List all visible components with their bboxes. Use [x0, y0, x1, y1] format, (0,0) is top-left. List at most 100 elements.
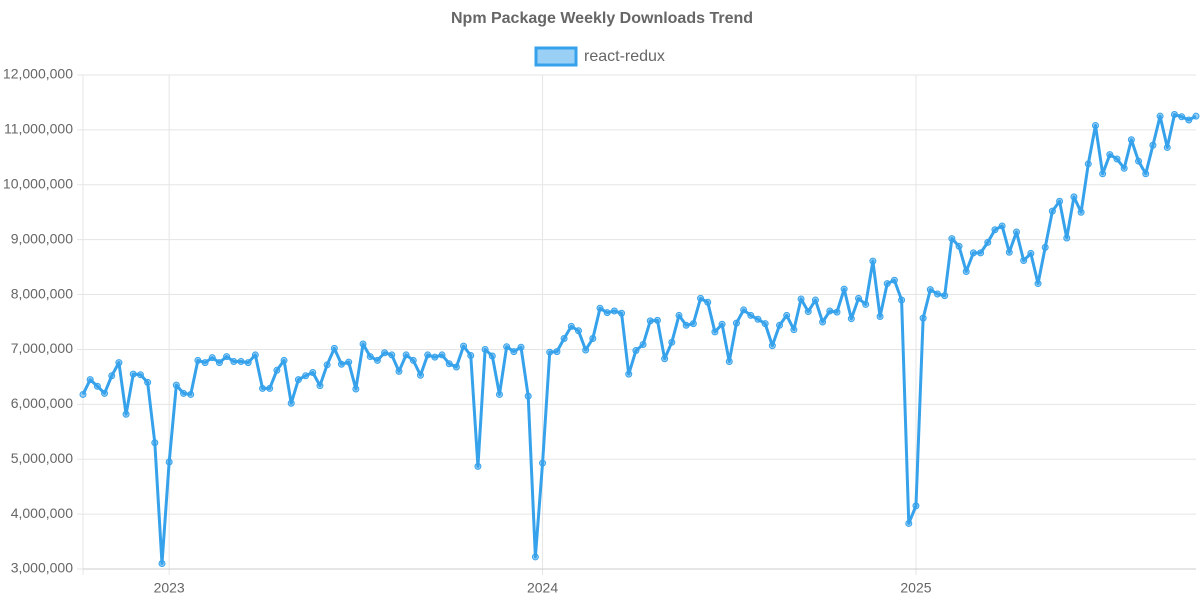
- point: [653, 316, 661, 324]
- point: [503, 343, 511, 351]
- y-tick-label: 8,000,000: [11, 285, 73, 301]
- point: [1020, 257, 1028, 265]
- point: [409, 356, 417, 364]
- point: [689, 320, 697, 328]
- point: [488, 352, 496, 360]
- point: [740, 306, 748, 314]
- point: [86, 376, 94, 384]
- point: [596, 304, 604, 312]
- point: [1063, 234, 1071, 242]
- point: [194, 356, 202, 364]
- point: [352, 385, 360, 393]
- point: [582, 346, 590, 354]
- y-tick-label: 7,000,000: [11, 340, 73, 356]
- point: [338, 360, 346, 368]
- point: [869, 257, 877, 265]
- point: [115, 359, 123, 367]
- point: [1149, 141, 1157, 149]
- point: [495, 390, 503, 398]
- point: [467, 351, 475, 359]
- point: [280, 356, 288, 364]
- point: [682, 321, 690, 329]
- point: [1163, 143, 1171, 151]
- y-tick-label: 5,000,000: [11, 450, 73, 466]
- legend-swatch: [534, 46, 578, 67]
- point: [819, 318, 827, 326]
- x-tick-label: 2023: [154, 580, 185, 596]
- point: [883, 280, 891, 288]
- point: [273, 366, 281, 374]
- point: [201, 359, 209, 367]
- point: [510, 348, 518, 356]
- point: [704, 298, 712, 306]
- point: [244, 359, 252, 367]
- point: [761, 320, 769, 328]
- point: [876, 313, 884, 321]
- point: [108, 372, 116, 380]
- point: [531, 553, 539, 561]
- point: [208, 354, 216, 362]
- point: [661, 355, 669, 363]
- point: [237, 358, 245, 366]
- point: [395, 367, 403, 375]
- point: [811, 296, 819, 304]
- point: [215, 359, 223, 367]
- point: [747, 311, 755, 319]
- point: [524, 392, 532, 400]
- point: [452, 363, 460, 371]
- point: [187, 390, 195, 398]
- point: [1005, 248, 1013, 256]
- point: [718, 320, 726, 328]
- point: [1135, 157, 1143, 165]
- y-tick-label: 9,000,000: [11, 230, 73, 246]
- y-tick-label: 10,000,000: [3, 175, 73, 191]
- point: [474, 462, 482, 470]
- point: [905, 519, 913, 527]
- point: [754, 315, 762, 323]
- point: [302, 372, 310, 380]
- point: [639, 341, 647, 349]
- point: [259, 384, 267, 392]
- point: [287, 399, 295, 407]
- point: [345, 358, 353, 366]
- point: [969, 249, 977, 257]
- point: [1034, 280, 1042, 288]
- point: [223, 353, 231, 361]
- y-tick-label: 3,000,000: [11, 560, 73, 576]
- point: [632, 347, 640, 355]
- point: [230, 358, 238, 366]
- point: [1142, 170, 1150, 178]
- point: [668, 338, 676, 346]
- point: [768, 342, 776, 350]
- point: [1012, 228, 1020, 236]
- point: [180, 389, 188, 397]
- x-tick-label: 2025: [900, 580, 931, 596]
- point: [646, 317, 654, 325]
- point: [998, 222, 1006, 230]
- chart-title: Npm Package Weekly Downloads Trend: [451, 10, 753, 27]
- point: [603, 309, 611, 317]
- point: [1027, 249, 1035, 257]
- y-tick-label: 12,000,000: [3, 66, 73, 82]
- point: [539, 459, 547, 467]
- point: [776, 321, 784, 329]
- point: [79, 390, 87, 398]
- point: [93, 382, 101, 390]
- point: [517, 343, 525, 351]
- point: [144, 378, 152, 386]
- point: [840, 285, 848, 293]
- point: [460, 342, 468, 350]
- point: [1192, 112, 1200, 120]
- point: [553, 348, 561, 356]
- point: [151, 439, 159, 447]
- point: [431, 353, 439, 361]
- point: [1077, 208, 1085, 216]
- point: [618, 309, 626, 317]
- point: [833, 308, 841, 316]
- point: [919, 314, 927, 322]
- point: [725, 358, 733, 366]
- point: [323, 361, 331, 369]
- point: [804, 308, 812, 316]
- point: [675, 311, 683, 319]
- point: [294, 376, 302, 384]
